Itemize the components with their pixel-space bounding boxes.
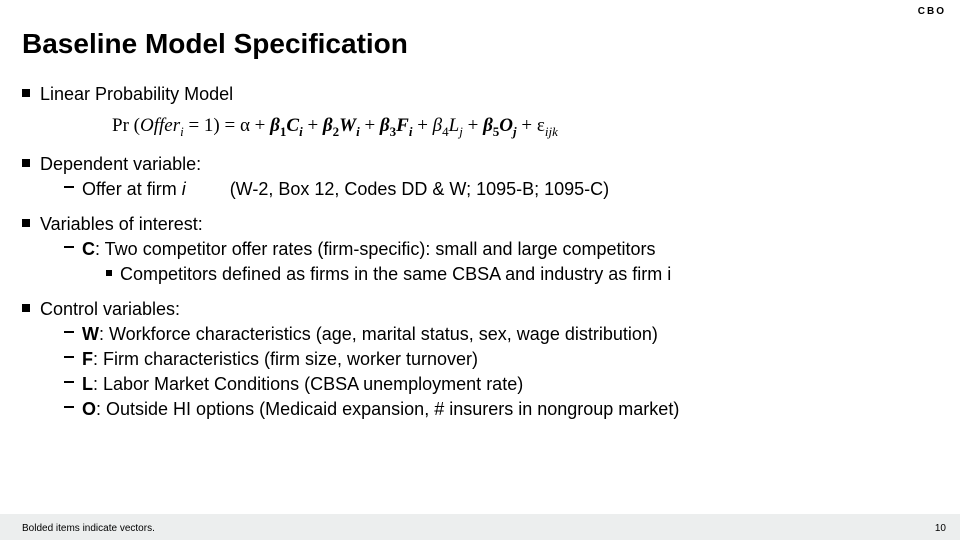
page-number: 10 xyxy=(935,523,946,534)
sub-ctrl-f: F: Firm characteristics (firm size, work… xyxy=(64,349,938,370)
bullet-voi-text: Variables of interest: xyxy=(40,214,203,234)
bullet-controls: Control variables: xyxy=(22,299,938,320)
eq-b2: β xyxy=(323,115,333,136)
sub-voi-c-bold: C xyxy=(82,239,95,259)
sub-offer-src: (W-2, Box 12, Codes DD & W; 1095-B; 1095… xyxy=(230,179,610,199)
sub-voi-c-rest: : Two competitor offer rates (firm-speci… xyxy=(95,239,656,259)
bullet-depvar-text: Dependent variable: xyxy=(40,154,201,174)
dash-bullet-icon xyxy=(64,356,74,358)
sub-ctrl-o-rest: : Outside HI options (Medicaid expansion… xyxy=(96,399,679,419)
dash-bullet-icon xyxy=(64,406,74,408)
sub-offer-pre: Offer at firm xyxy=(82,179,182,199)
sub-ctrl-w-rest: : Workforce characteristics (age, marita… xyxy=(99,324,658,344)
eq-f: F xyxy=(396,115,409,136)
eq-b5: β xyxy=(483,115,493,136)
square-bullet-icon xyxy=(22,159,30,167)
eq-b3: β xyxy=(380,115,390,136)
eq-p4: + xyxy=(463,115,483,136)
slide: CBO Baseline Model Specification Linear … xyxy=(0,0,960,540)
sub-offer-i: i xyxy=(182,179,186,199)
eq-eps: + ε xyxy=(517,115,545,136)
bullet-lpm-text: Linear Probability Model xyxy=(40,84,233,104)
sub-offer-firm: Offer at firm i (W-2, Box 12, Codes DD & … xyxy=(64,179,938,200)
slide-body: Linear Probability Model Pr (Offer i = 1)… xyxy=(22,84,938,420)
sub-ctrl-l: L: Labor Market Conditions (CBSA unemplo… xyxy=(64,374,938,395)
sub-voi-competitors: Competitors defined as firms in the same… xyxy=(106,264,938,285)
eq-o: O xyxy=(499,115,513,136)
sub-ctrl-w: W: Workforce characteristics (age, marit… xyxy=(64,324,938,345)
footnote: Bolded items indicate vectors. xyxy=(22,523,155,534)
sub-ctrl-o-bold: O xyxy=(82,399,96,419)
slide-title: Baseline Model Specification xyxy=(22,28,408,60)
sub-ctrl-o: O: Outside HI options (Medicaid expansio… xyxy=(64,399,938,420)
eq-p1: + xyxy=(303,115,323,136)
bullet-lpm: Linear Probability Model xyxy=(22,84,938,105)
sub-ctrl-l-bold: L xyxy=(82,374,93,394)
sub-ctrl-l-rest: : Labor Market Conditions (CBSA unemploy… xyxy=(93,374,523,394)
eq-eps-sub: ijk xyxy=(545,124,558,139)
square-bullet-icon xyxy=(22,89,30,97)
sub-voi-c: C: Two competitor offer rates (firm-spec… xyxy=(64,239,938,260)
eq-p2: + xyxy=(360,115,380,136)
eq-c: C xyxy=(286,115,299,136)
eq-l: L xyxy=(449,115,460,136)
org-tag: CBO xyxy=(918,6,946,17)
sub-ctrl-w-bold: W xyxy=(82,324,99,344)
sub-ctrl-f-bold: F xyxy=(82,349,93,369)
square-bullet-icon xyxy=(22,304,30,312)
eq-offer: Offer xyxy=(140,115,180,136)
eq-p3: + xyxy=(412,115,432,136)
square-bullet-icon xyxy=(22,219,30,227)
dash-bullet-icon xyxy=(64,186,74,188)
dash-bullet-icon xyxy=(64,246,74,248)
dash-bullet-icon xyxy=(64,381,74,383)
eq-eq1: = 1) = α + xyxy=(184,115,270,136)
sub-ctrl-f-rest: : Firm characteristics (firm size, worke… xyxy=(93,349,478,369)
model-equation: Pr (Offeri = 1) = α + β1Ci + β2Wi + β3Fi… xyxy=(112,115,938,140)
dash-bullet-icon xyxy=(64,331,74,333)
eq-pr: Pr ( xyxy=(112,115,140,136)
eq-w: W xyxy=(339,115,356,136)
eq-b4: β xyxy=(433,115,442,136)
eq-b1: β xyxy=(270,115,280,136)
bullet-depvar: Dependent variable: xyxy=(22,154,938,175)
square-bullet-icon xyxy=(106,270,112,276)
bullet-voi: Variables of interest: xyxy=(22,214,938,235)
sub-voi-competitors-text: Competitors defined as firms in the same… xyxy=(120,264,671,284)
bullet-controls-text: Control variables: xyxy=(40,299,180,319)
